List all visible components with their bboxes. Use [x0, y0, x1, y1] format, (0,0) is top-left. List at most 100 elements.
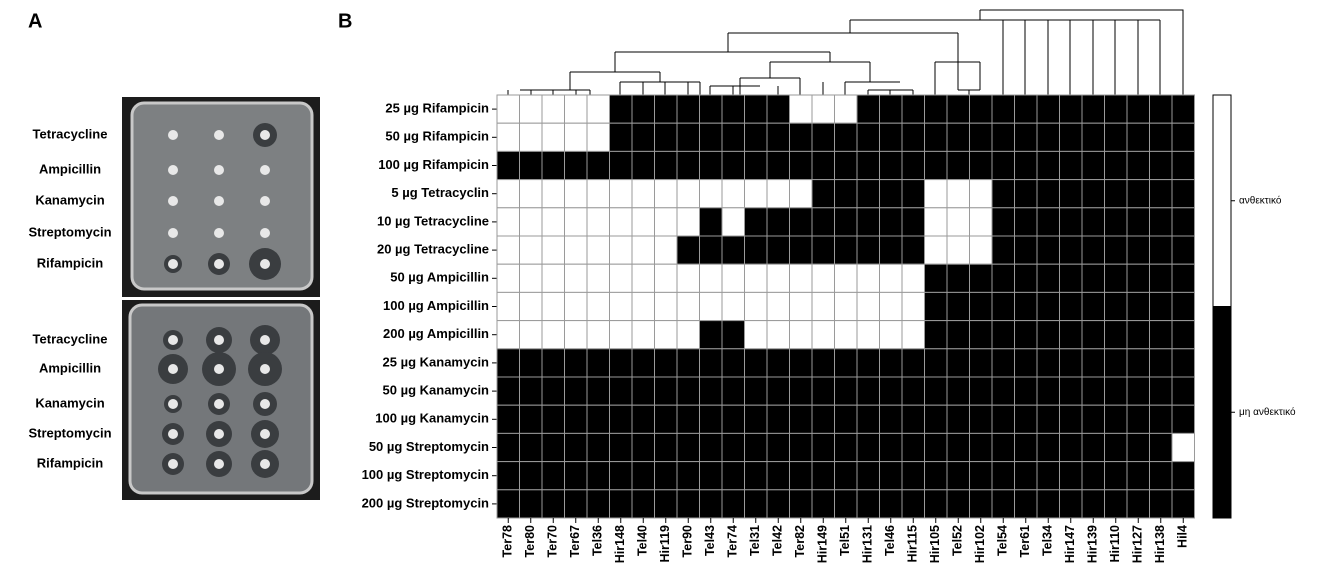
heatmap-cell	[970, 462, 993, 490]
heatmap-cell	[835, 292, 858, 320]
heatmap-cell	[947, 433, 970, 461]
heatmap-cell	[610, 95, 633, 123]
heatmap-cell	[925, 151, 948, 179]
panel-label: A	[28, 10, 42, 32]
heatmap-cell	[1060, 151, 1083, 179]
heatmap-cell	[722, 462, 745, 490]
heatmap-cell	[812, 405, 835, 433]
column-label: Tel46	[883, 525, 897, 556]
heatmap-cell	[992, 433, 1015, 461]
heatmap-cell	[947, 236, 970, 264]
heatmap-cell	[700, 292, 723, 320]
column-label: Hir127	[1131, 525, 1145, 563]
column-label: Tel54	[996, 525, 1010, 556]
row-label: 50 µg Rifampicin	[385, 129, 489, 144]
heatmap-cell	[722, 405, 745, 433]
heatmap-cell	[700, 236, 723, 264]
heatmap-cell	[565, 95, 588, 123]
plate-label: Streptomycin	[28, 224, 111, 239]
heatmap-cell	[587, 180, 610, 208]
heatmap-cell	[1015, 95, 1038, 123]
heatmap-cell	[632, 292, 655, 320]
heatmap-cell	[970, 292, 993, 320]
heatmap-cell	[1150, 490, 1173, 518]
heatmap-cell	[565, 180, 588, 208]
plate-label: Streptomycin	[28, 425, 111, 440]
heatmap-cell	[745, 462, 768, 490]
heatmap-cell	[992, 151, 1015, 179]
heatmap-cell	[722, 180, 745, 208]
row-label: 25 µg Rifampicin	[385, 101, 489, 116]
heatmap-cell	[1150, 95, 1173, 123]
heatmap-cell	[587, 433, 610, 461]
panel-label: B	[338, 10, 352, 32]
heatmap-cell	[880, 292, 903, 320]
heatmap-cell	[767, 180, 790, 208]
heatmap-cell	[610, 151, 633, 179]
heatmap-cell	[1060, 462, 1083, 490]
heatmap-cell	[745, 321, 768, 349]
heatmap-cell	[632, 236, 655, 264]
heatmap-cell	[632, 321, 655, 349]
row-label: 5 µg Tetracyclin	[391, 185, 489, 200]
heatmap-cell	[947, 123, 970, 151]
heatmap-cell	[835, 180, 858, 208]
heatmap-cell	[835, 123, 858, 151]
heatmap-cell	[902, 123, 925, 151]
heatmap-cell	[677, 321, 700, 349]
heatmap-cell	[857, 377, 880, 405]
heatmap-cell	[812, 433, 835, 461]
heatmap-cell	[677, 208, 700, 236]
column-label: Hil4	[1176, 525, 1190, 548]
heatmap-cell	[745, 264, 768, 292]
heatmap-cell	[970, 405, 993, 433]
dendrogram	[508, 10, 1183, 95]
heatmap-cell	[655, 405, 678, 433]
heatmap-cell	[565, 321, 588, 349]
heatmap-cell	[722, 377, 745, 405]
heatmap-cell	[722, 123, 745, 151]
heatmap-cell	[767, 236, 790, 264]
plate-label: Ampicillin	[39, 161, 101, 176]
heatmap-cell	[632, 377, 655, 405]
heatmap-cell	[520, 433, 543, 461]
heatmap-cell	[610, 490, 633, 518]
heatmap-cell	[1060, 490, 1083, 518]
heatmap-cell	[655, 349, 678, 377]
column-label: Hir110	[1108, 525, 1122, 563]
heatmap-cell	[520, 405, 543, 433]
row-label: 50 µg Streptomycin	[369, 439, 489, 454]
heatmap-cell	[790, 208, 813, 236]
heatmap-cell	[947, 95, 970, 123]
heatmap-cell	[587, 490, 610, 518]
heatmap-cell	[497, 180, 520, 208]
heatmap-cell	[1172, 321, 1195, 349]
heatmap-cell	[1172, 208, 1195, 236]
heatmap-cell	[970, 123, 993, 151]
heatmap-cell	[587, 208, 610, 236]
heatmap-cell	[1105, 95, 1128, 123]
heatmap-cell	[1015, 433, 1038, 461]
column-label: Hir148	[613, 525, 627, 563]
heatmap-cell	[925, 349, 948, 377]
column-label: Hir138	[1153, 525, 1167, 563]
heatmap-cell	[1127, 462, 1150, 490]
plate-photo	[122, 97, 322, 573]
heatmap-cell	[745, 95, 768, 123]
column-label: Hir119	[658, 525, 672, 563]
heatmap-cell	[812, 462, 835, 490]
heatmap-cell	[745, 151, 768, 179]
heatmap-cell	[1060, 123, 1083, 151]
heatmap-cell	[857, 95, 880, 123]
heatmap-cell	[812, 490, 835, 518]
heatmap-cell	[790, 180, 813, 208]
heatmap-cell	[857, 462, 880, 490]
heatmap-cell	[925, 264, 948, 292]
heatmap-cell	[857, 151, 880, 179]
heatmap-cell	[542, 264, 565, 292]
heatmap-cell	[1105, 433, 1128, 461]
heatmap-cell	[1037, 264, 1060, 292]
column-label: Tel52	[951, 525, 965, 556]
heatmap-cell	[947, 292, 970, 320]
heatmap-cell	[767, 349, 790, 377]
